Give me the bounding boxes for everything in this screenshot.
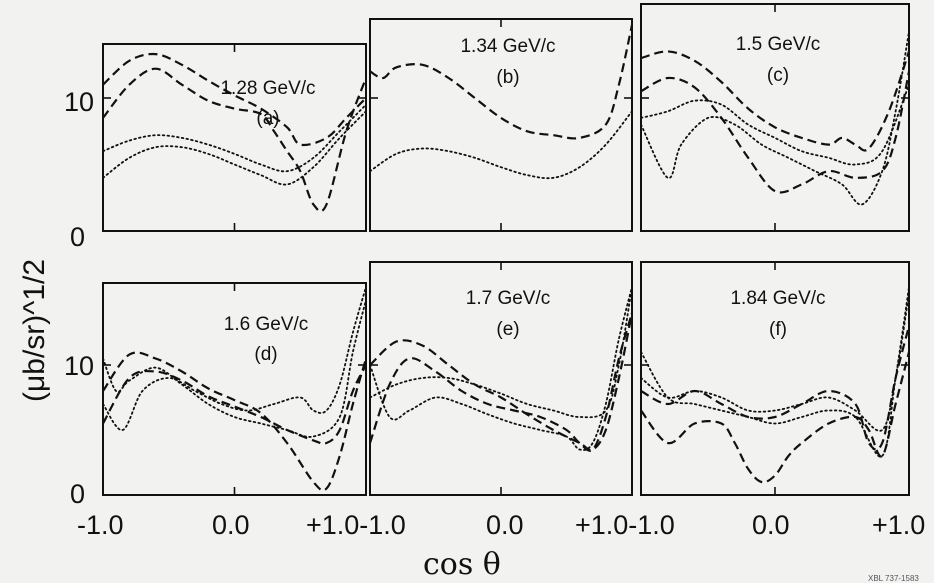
y-axis-label: (μb/sr)^1/2 xyxy=(18,259,51,402)
x-tick-label: +1.0-1.0 xyxy=(575,510,675,540)
dotted-curve-4 xyxy=(370,286,632,451)
x-tick-label: 0.0 xyxy=(752,510,790,540)
dotted-curve-3 xyxy=(370,286,632,419)
x-tick-label: +1.0-1.0 xyxy=(306,510,406,540)
dashed-curve-2 xyxy=(370,312,632,452)
panel-tag-label: (c) xyxy=(767,65,789,86)
panel-momentum-label: 1.34 GeV/c xyxy=(460,36,555,57)
panel-c: 1.5 GeV/c (c) xyxy=(640,3,910,232)
dotted-curve-3 xyxy=(641,83,909,166)
panel-e: 1.7 GeV/c (e) xyxy=(369,261,633,496)
panel-momentum-label: 1.6 GeV/c xyxy=(224,314,309,335)
dotted-curve-3 xyxy=(641,286,909,458)
panel-momentum-label: 1.28 GeV/c xyxy=(220,78,315,99)
dotted-curve-4 xyxy=(641,30,909,206)
dotted-curve-3 xyxy=(103,299,366,438)
x-tick-label: -1.0 xyxy=(77,510,124,540)
dashed-curve-1 xyxy=(103,351,366,492)
panel-b: 1.34 GeV/c (b) xyxy=(369,18,633,232)
panels-group: 1.28 GeV/c(a)1.34 GeV/c(b)1.5 GeV/c(c)1.… xyxy=(102,3,910,496)
x-tick-label: 0.0 xyxy=(212,510,250,540)
dashed-curve-2 xyxy=(641,71,909,194)
panel-momentum-label: 1.84 GeV/c xyxy=(730,288,825,309)
panel-a: 1.28 GeV/c (a) xyxy=(102,43,367,232)
dotted-curve-4 xyxy=(641,292,909,432)
dotted-curve-4 xyxy=(103,110,366,186)
panel-tag-label: (f) xyxy=(769,319,787,340)
panel-momentum-label: 1.5 GeV/c xyxy=(736,34,821,55)
dashed-curve-2 xyxy=(641,351,909,484)
y-tick-label-bottom-10: 10 xyxy=(64,351,94,381)
dashed-curve-1 xyxy=(370,24,632,140)
dashed-curve-2 xyxy=(103,67,366,213)
panel-d: 1.6 GeV/c (d) xyxy=(102,282,367,496)
panel-f: 1.84 GeV/c (f) xyxy=(640,261,910,496)
y-tick-label-top-10: 10 xyxy=(64,87,94,117)
dashed-curve-2 xyxy=(103,364,366,445)
x-axis-label: cos θ xyxy=(423,547,501,582)
dotted-curve-2 xyxy=(370,110,632,180)
dashed-curve-1 xyxy=(103,52,366,147)
figure-footnote: XBL 737-1583 xyxy=(868,574,919,583)
x-tick-label: +1.0 xyxy=(872,510,925,540)
dashed-curve-1 xyxy=(641,50,909,152)
panel-tag-label: (b) xyxy=(496,67,519,88)
dotted-curve-3 xyxy=(103,103,366,173)
panel-tag-label: (e) xyxy=(496,319,519,340)
dashed-curve-1 xyxy=(641,325,909,451)
panel-tag-label: (a) xyxy=(256,108,279,129)
y-tick-label-bottom-0: 0 xyxy=(70,479,85,509)
panel-momentum-label: 1.7 GeV/c xyxy=(466,288,551,309)
y-tick-label-top-0: 0 xyxy=(70,222,85,252)
dotted-curve-4 xyxy=(103,286,366,431)
x-tick-label: 0.0 xyxy=(486,510,524,540)
panel-tag-label: (d) xyxy=(254,344,277,365)
